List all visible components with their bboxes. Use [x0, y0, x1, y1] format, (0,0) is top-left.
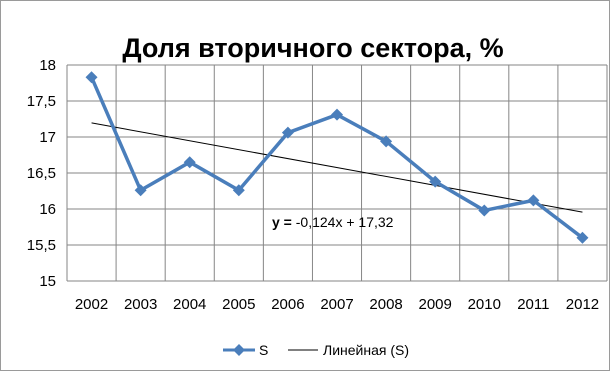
trend-equation-body: -0,124x + 17,32 [296, 214, 394, 230]
y-tick-label: 18 [39, 57, 56, 74]
legend-trend-label: Линейная (S) [323, 342, 409, 358]
x-tick-label: 2003 [124, 296, 157, 313]
data-point [232, 184, 245, 197]
x-tick-label: 2007 [320, 296, 353, 313]
data-point [134, 184, 147, 197]
data-point [183, 156, 196, 169]
legend-series-marker [233, 344, 245, 356]
y-tick-label: 15,5 [27, 237, 56, 254]
legend-series-label: S [259, 342, 268, 358]
x-tick-label: 2002 [75, 296, 108, 313]
trendline-layer [91, 122, 583, 213]
x-tick-label: 2006 [271, 296, 304, 313]
y-tick-label: 16 [39, 201, 56, 218]
data-point [380, 135, 393, 148]
data-point [478, 204, 491, 217]
data-point [281, 126, 294, 139]
x-tick-label: 2010 [468, 296, 501, 313]
y-tick-label: 15 [39, 273, 56, 290]
x-tick-label: 2008 [369, 296, 402, 313]
legend: S Линейная (S) [223, 342, 409, 358]
data-point [576, 231, 589, 244]
y-tick-label: 17,5 [27, 93, 56, 110]
y-axis: 18 17,5 17 16,5 16 15,5 15 [27, 57, 56, 290]
x-tick-label: 2004 [173, 296, 206, 313]
data-point [85, 71, 98, 84]
trend-equation: y = -0,124x + 17,32 [272, 214, 394, 230]
gridlines [66, 64, 608, 282]
x-tick-label: 2005 [222, 296, 255, 313]
x-tick-label: 2011 [517, 296, 549, 313]
chart-title: Доля вторичного сектора, % [122, 33, 503, 63]
series-layer [85, 71, 589, 244]
y-tick-label: 16,5 [27, 165, 56, 182]
data-point [331, 108, 343, 121]
trend-equation-prefix: y = [272, 214, 296, 230]
data-point [429, 175, 442, 188]
y-tick-label: 17 [39, 129, 56, 146]
x-tick-label: 2012 [566, 296, 599, 313]
x-tick-label: 2009 [418, 296, 451, 313]
x-axis: 2002 2003 2004 2005 2006 2007 2008 2009 2010 2011… [75, 296, 599, 313]
trendline [91, 122, 583, 213]
data-point [527, 194, 540, 207]
